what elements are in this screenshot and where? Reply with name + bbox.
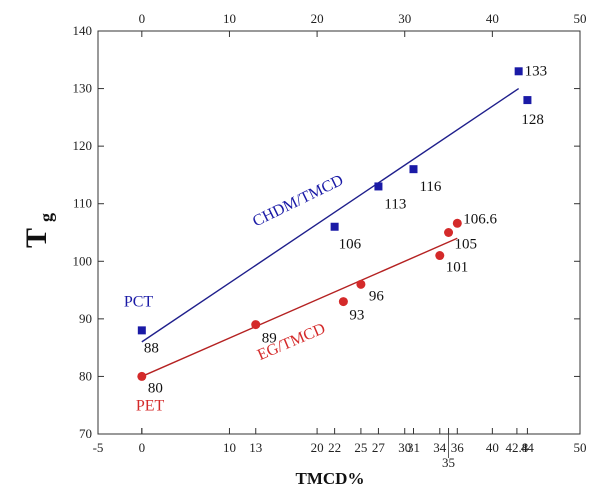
data-label: 116: [419, 179, 441, 195]
x-top-tick-label: 0: [139, 11, 146, 26]
x-tick-label: 50: [574, 440, 587, 455]
data-label: 88: [144, 340, 159, 356]
x-top-tick-label: 30: [398, 11, 411, 26]
data-label: 96: [369, 288, 385, 304]
y-tick-label: 120: [73, 138, 93, 153]
fit-line-1: [141, 237, 458, 378]
x-extra-tick-label: 13: [249, 440, 262, 455]
data-point-circle: [452, 218, 462, 228]
data-label: 93: [349, 308, 364, 324]
y-tick-label: 80: [79, 368, 92, 383]
x-tick-label: 10: [223, 440, 236, 455]
data-label: 106: [339, 237, 362, 253]
fit-line-0: [141, 87, 520, 343]
fit-line-layer: [141, 87, 520, 378]
x-extra-tick-label: 35: [442, 455, 455, 470]
data-label: 106.6: [463, 211, 497, 227]
data-label: 128: [521, 112, 544, 128]
x-extra-tick-label: 42.8: [506, 440, 529, 455]
x-tick-label: -5: [93, 440, 104, 455]
data-point-square: [374, 182, 383, 191]
point-layer: [137, 67, 532, 381]
x-tick-label: 30: [398, 440, 411, 455]
x-extra-tick-label: 34: [433, 440, 447, 455]
y-axis-title-sub: g: [36, 213, 56, 222]
y-tick-label: 70: [79, 426, 92, 441]
data-point-circle: [251, 320, 261, 330]
data-label: 101: [446, 260, 469, 276]
data-point-square: [514, 67, 523, 76]
data-point-square: [409, 165, 418, 174]
series-start-label: PCT: [124, 293, 154, 310]
data-point-circle: [338, 297, 348, 307]
x-extra-tick-label: 22: [328, 440, 341, 455]
y-tick-label: 100: [73, 253, 93, 268]
x-extra-tick-label: 31: [407, 440, 420, 455]
x-extra-tick-label: 25: [354, 440, 367, 455]
data-label: 80: [148, 380, 163, 396]
y-tick-label: 130: [73, 81, 93, 96]
data-point-circle: [356, 279, 366, 289]
data-label: 89: [262, 331, 277, 347]
x-top-tick-label: 40: [486, 11, 499, 26]
x-extra-tick-label: 27: [372, 440, 386, 455]
label-layer: 88 106 113 116 133 128 PCT CHDM/TMCD 80 89 93 96 101…: [124, 63, 547, 414]
y-axis-title: T g: [20, 213, 56, 248]
data-point-circle: [137, 371, 147, 381]
x-axis-title: TMCD%: [296, 469, 365, 488]
x-extra-tick-label: 36: [451, 440, 465, 455]
data-point-square: [137, 326, 146, 335]
x-extra-tick-label: 0: [139, 440, 146, 455]
x-tick-label: 20: [311, 440, 324, 455]
y-tick-label: 140: [73, 23, 93, 38]
data-label: 133: [525, 63, 548, 79]
x-top-tick-label: 20: [311, 11, 324, 26]
data-point-circle: [444, 228, 454, 237]
data-point-circle: [435, 251, 445, 261]
x-top-tick-label: 10: [223, 11, 236, 26]
x-top-tick-label: 50: [574, 11, 587, 26]
plot-frame: [97, 30, 581, 435]
y-tick-label: 110: [73, 196, 92, 211]
data-label: 113: [384, 196, 406, 212]
data-label: 105: [455, 237, 478, 253]
data-point-square: [330, 222, 339, 231]
series-name-label: CHDM/TMCD: [250, 172, 346, 231]
x-extra-tick-label: 44: [521, 440, 535, 455]
x-tick-label: 40: [486, 440, 499, 455]
y-tick-label: 90: [79, 311, 92, 326]
y-axis-title-main: T: [20, 228, 53, 248]
series-start-label: PET: [136, 397, 165, 414]
data-point-square: [523, 96, 532, 105]
